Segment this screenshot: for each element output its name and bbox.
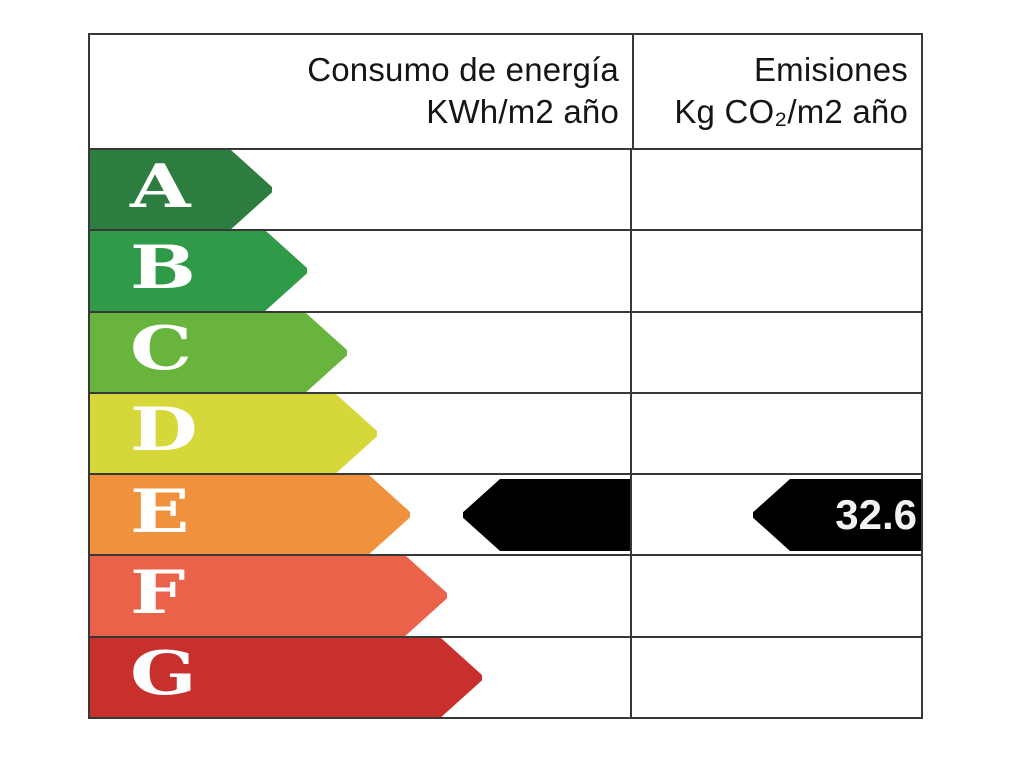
rating-letter-e: E (130, 476, 190, 547)
rating-rows-area: A B C D E 32.6 F G (90, 150, 921, 717)
rating-letter-a: A (130, 151, 191, 222)
rating-row-f: F (90, 554, 921, 636)
rating-arrow-f (90, 556, 447, 636)
consumption-column-header: Consumo de energía KWh/m2 año (90, 35, 632, 148)
consumption-header-line2: KWh/m2 año (426, 92, 619, 130)
rating-arrow-g (90, 637, 482, 717)
emissions-column-header: Emisiones Kg CO₂/m2 año (632, 35, 921, 148)
rating-arrow-a (90, 150, 272, 230)
rating-letter-f: F (130, 558, 186, 629)
rating-row-d: D (90, 391, 921, 474)
rating-letter-g: G (130, 639, 197, 710)
emissions-header-line2: Kg CO₂/m2 año (674, 92, 908, 130)
rating-arrow-b (90, 231, 307, 311)
rating-row-g: G (90, 635, 921, 717)
emissions-marker-arrow: 32.6 (753, 478, 921, 551)
rating-arrow-c (90, 312, 347, 392)
column-divider (630, 150, 632, 717)
consumption-header-line1: Consumo de energía (307, 51, 619, 88)
emissions-value: 32.6 (835, 490, 917, 538)
rating-row-e: E 32.6 (90, 473, 921, 555)
rating-letter-d: D (130, 395, 198, 466)
emissions-marker-shape (753, 478, 921, 551)
rating-row-a: A (90, 150, 921, 230)
rating-letter-b: B (130, 232, 196, 303)
rating-row-c: C (90, 310, 921, 392)
emissions-header-line1: Emisiones (753, 51, 908, 88)
rating-letter-c: C (130, 314, 193, 385)
consumption-marker-shape (463, 478, 630, 551)
rating-arrow-e (90, 475, 410, 555)
consumption-marker-arrow (463, 478, 630, 551)
energy-rating-table: Consumo de energía KWh/m2 año Emisiones … (88, 33, 923, 719)
rating-row-b: B (90, 229, 921, 311)
table-header: Consumo de energía KWh/m2 año Emisiones … (90, 35, 921, 150)
rating-rows: A B C D E 32.6 F G (90, 150, 921, 717)
rating-arrow-d (90, 393, 377, 474)
